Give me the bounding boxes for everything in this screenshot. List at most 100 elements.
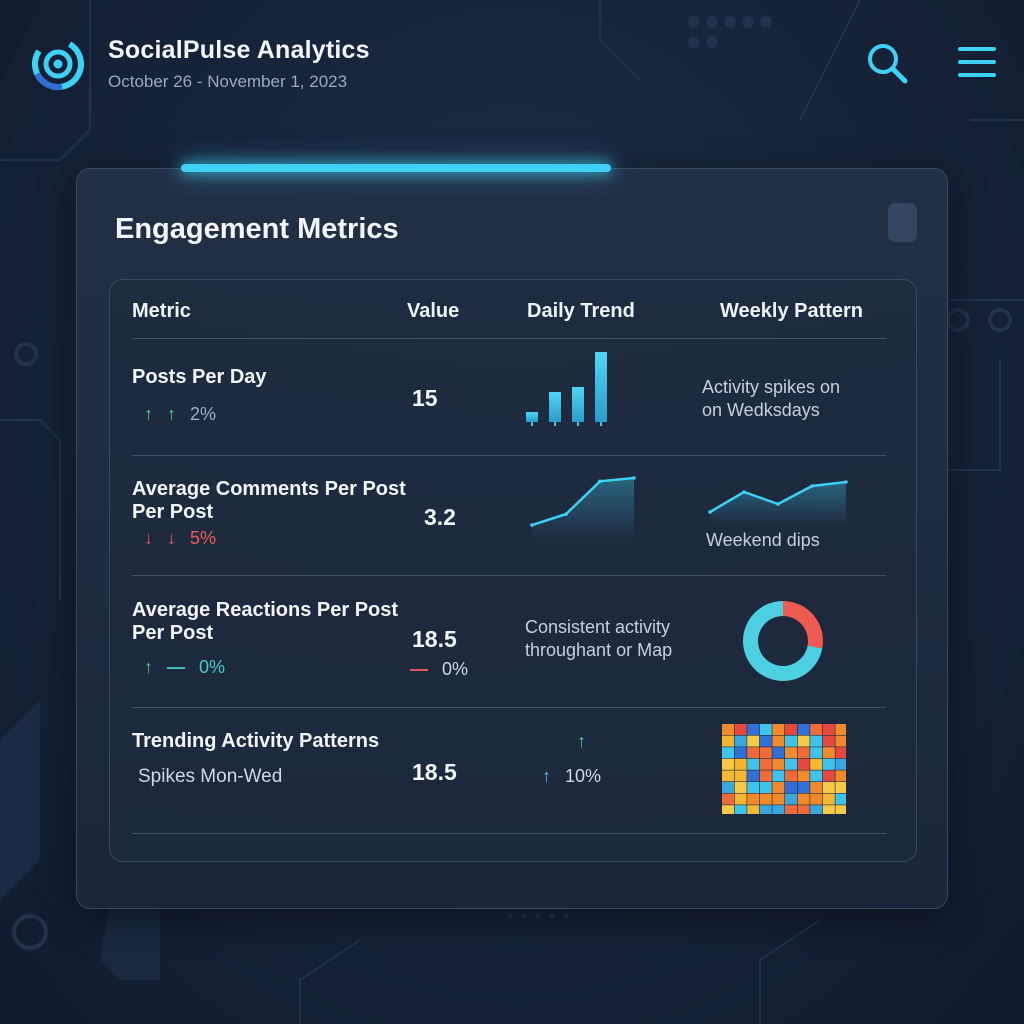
heatmap-cell — [759, 805, 772, 814]
delta-text: 10% — [565, 766, 602, 786]
row-delta-comments: ↓ ↓ 5% — [144, 528, 216, 549]
divider — [132, 707, 886, 708]
heatmap-cell — [797, 747, 810, 759]
heatmap-cell — [759, 735, 772, 747]
heatmap-cell — [822, 747, 835, 759]
row-value-trending: 18.5 — [412, 759, 457, 785]
arrow-down-icon: ↓ — [144, 528, 153, 548]
delta-text: 0% — [199, 657, 226, 677]
daily-note-line: throughant or Map — [525, 640, 673, 660]
heatmap-cell — [785, 805, 797, 814]
heatmap-cell — [797, 735, 810, 747]
heatmap-cell — [822, 793, 835, 805]
weekly-pattern-heatmap — [722, 724, 846, 814]
heatmap-cell — [810, 805, 823, 814]
dash-icon: — — [167, 657, 185, 677]
row-sublabel-trending: Spikes Mon-Wed — [138, 766, 283, 787]
row-label-posts-per-day: Posts Per Day — [132, 366, 267, 388]
heatmap-cell — [759, 793, 772, 805]
app-title: SocialPulse Analytics — [108, 36, 370, 64]
heatmap-cell — [772, 805, 785, 814]
heatmap-cell — [722, 805, 734, 814]
row-label-line: Per Post — [132, 501, 214, 523]
area-fill — [532, 478, 634, 540]
row-label-line: Average Comments Per Post — [132, 478, 406, 500]
data-point — [844, 480, 848, 484]
heatmap-cell — [822, 758, 835, 770]
dash-icon: — — [410, 659, 428, 679]
heatmap-cell — [835, 724, 846, 735]
app-header: SocialPulse Analytics October 26 - Novem… — [0, 0, 1024, 120]
heatmap-cell — [734, 724, 747, 735]
heatmap-cell — [785, 758, 797, 770]
arrow-up-icon: ↑ — [577, 731, 586, 751]
heatmap-cell — [835, 758, 846, 770]
heatmap-cell — [835, 770, 846, 782]
value-delta-reactions: — 0% — [410, 659, 468, 680]
data-point — [564, 512, 568, 516]
search-button[interactable] — [864, 40, 910, 86]
row-value-comments: 3.2 — [424, 504, 456, 530]
heatmap-cell — [822, 805, 835, 814]
heatmap-cell — [772, 758, 785, 770]
heatmap-cell — [785, 793, 797, 805]
row-label-trending: Trending Activity Patterns — [132, 730, 380, 752]
heatmap-cell — [747, 735, 760, 747]
arrow-up-icon: ↑ — [144, 657, 153, 677]
heatmap-cell — [835, 805, 846, 814]
data-point — [776, 502, 780, 506]
bar — [549, 392, 561, 422]
heatmap-cell — [822, 770, 835, 782]
bar — [595, 352, 607, 422]
heatmap-cell — [734, 747, 747, 759]
divider — [132, 575, 886, 576]
heatmap-cell — [734, 782, 747, 793]
column-header-weekly-pattern: Weekly Pattern — [720, 300, 864, 322]
card-options-button[interactable] — [888, 203, 917, 242]
heatmap-cell — [785, 747, 797, 759]
weekly-note-posts: Activity spikes on on Wedksdays — [702, 376, 840, 422]
delta-text: 5% — [190, 528, 217, 548]
heatmap-cell — [747, 793, 760, 805]
row-delta-posts: ↑ ↑ 2% — [144, 404, 216, 425]
bar — [572, 387, 584, 422]
daily-trend-bar-chart — [526, 352, 607, 426]
row-delta-reactions: ↑ — 0% — [144, 657, 225, 678]
arrow-up-icon: ↑ — [167, 404, 176, 424]
heatmap-cell — [835, 782, 846, 793]
heatmap-cell — [810, 724, 823, 735]
heatmap-cell — [747, 770, 760, 782]
heatmap-cell — [722, 782, 734, 793]
arrow-up-icon: ↑ — [542, 766, 551, 786]
weekly-pattern-donut-chart — [743, 601, 823, 681]
daily-note-reactions: Consistent activity throughant or Map — [525, 616, 672, 662]
heatmap-cell — [722, 793, 734, 805]
heatmap-cell — [785, 770, 797, 782]
heatmap-cell — [759, 782, 772, 793]
heatmap-cell — [785, 735, 797, 747]
data-point — [810, 484, 814, 488]
daily-delta-trending: ↑ 10% — [542, 766, 601, 787]
row-label-line: Per Post — [132, 622, 214, 644]
heatmap-cell — [835, 747, 846, 759]
heatmap-cell — [810, 793, 823, 805]
heatmap-cell — [734, 793, 747, 805]
heatmap-cell — [797, 758, 810, 770]
heatmap-cell — [722, 758, 734, 770]
menu-button[interactable] — [954, 40, 1000, 86]
column-header-value: Value — [407, 300, 460, 322]
heatmap-cell — [734, 735, 747, 747]
heatmap-cell — [722, 724, 734, 735]
weekly-note-line: on Wedksdays — [702, 400, 820, 420]
heatmap-cell — [822, 735, 835, 747]
metrics-table: Metric Value Daily Trend Weekly Pattern … — [109, 279, 917, 862]
engagement-metrics-card: Engagement Metrics Metric Value Daily Tr… — [76, 164, 948, 909]
column-header-daily-trend: Daily Trend — [527, 300, 635, 322]
heatmap-cell — [722, 770, 734, 782]
heatmap-cell — [734, 758, 747, 770]
heatmap-cell — [734, 805, 747, 814]
delta-text: 0% — [442, 659, 469, 679]
heatmap-cell — [722, 747, 734, 759]
heatmap-cell — [747, 805, 760, 814]
heatmap-cell — [810, 747, 823, 759]
